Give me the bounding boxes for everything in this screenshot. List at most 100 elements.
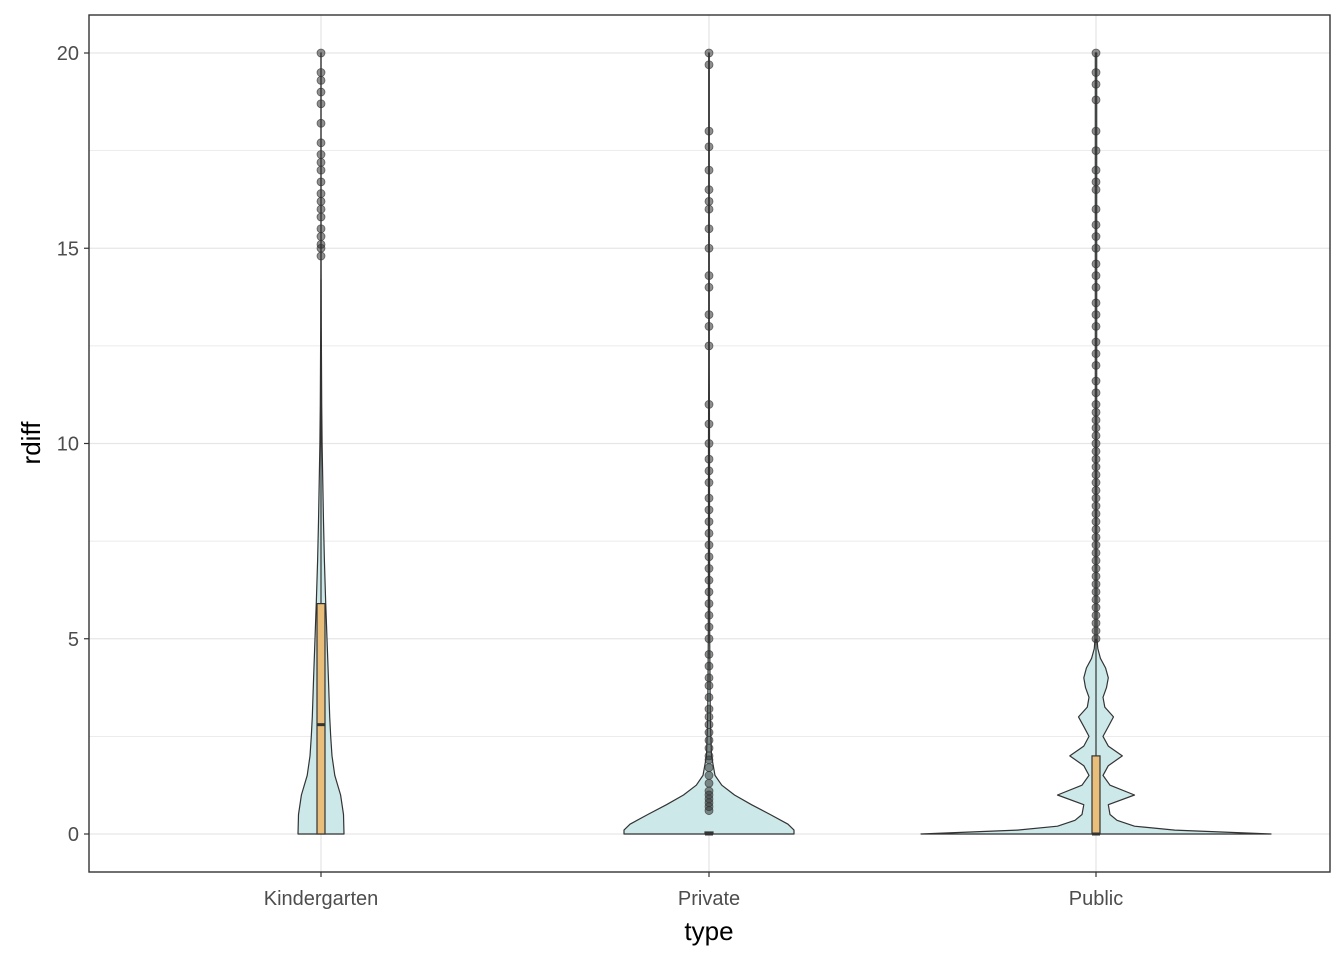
outlier-point <box>1091 337 1101 347</box>
outlier-point <box>316 87 326 97</box>
outlier-points <box>316 48 1101 815</box>
outlier-point <box>704 661 714 671</box>
outlier-point <box>1091 470 1101 480</box>
outlier-point <box>1091 243 1101 253</box>
outlier-point <box>1091 517 1101 526</box>
outlier-point <box>704 575 714 585</box>
outlier-point <box>1091 321 1101 331</box>
x-tick-label: Public <box>1069 888 1123 910</box>
outlier-point <box>1091 431 1101 441</box>
outlier-point <box>1091 423 1101 433</box>
outlier-point <box>1091 415 1101 425</box>
outlier-point <box>704 224 714 234</box>
outlier-point <box>1091 579 1101 589</box>
outlier-point <box>1091 439 1101 448</box>
outlier-point <box>704 478 714 487</box>
outlier-point <box>1091 232 1101 241</box>
outlier-point <box>316 48 326 58</box>
outlier-point <box>704 185 714 195</box>
outlier-point <box>1091 525 1101 534</box>
outlier-point <box>1091 165 1101 175</box>
outlier-point <box>704 751 714 761</box>
outlier-point <box>704 720 714 730</box>
outlier-point <box>704 564 714 573</box>
outlier-point <box>316 204 326 214</box>
outlier-point <box>1091 454 1101 464</box>
outlier-point <box>1091 564 1101 573</box>
outlier-point <box>1091 603 1101 612</box>
outlier-point <box>704 466 714 476</box>
outlier-point <box>1091 407 1101 417</box>
box-kindergarten <box>316 603 326 835</box>
x-axis-ticks: Kindergarten Private Public <box>264 872 1123 910</box>
outlier-point <box>316 157 326 167</box>
outlier-point <box>316 118 326 128</box>
outlier-point <box>1091 610 1101 620</box>
outlier-point <box>704 282 714 292</box>
outlier-point <box>1091 532 1101 542</box>
outlier-point <box>316 138 326 148</box>
outlier-point <box>704 454 714 464</box>
outlier-point <box>1091 298 1101 308</box>
outlier-point <box>316 239 326 249</box>
outlier-point <box>316 75 326 85</box>
outlier-point <box>704 142 714 152</box>
outlier-point <box>704 204 714 214</box>
outlier-point <box>1091 95 1101 105</box>
outlier-point <box>316 232 326 241</box>
outlier-point <box>1091 540 1101 550</box>
outlier-point <box>1091 478 1101 487</box>
outlier-point <box>1091 571 1101 581</box>
y-axis-ticks: 0 5 10 15 20 <box>57 43 89 846</box>
outlier-point <box>704 126 714 136</box>
outlier-point <box>1091 68 1101 77</box>
outlier-point <box>1091 185 1101 195</box>
outlier-point <box>704 778 714 788</box>
outlier-point <box>1091 146 1101 156</box>
outlier-point <box>1091 259 1101 269</box>
outlier-point <box>704 599 714 609</box>
outlier-point <box>1091 220 1101 230</box>
outlier-point <box>1091 485 1101 495</box>
outlier-point <box>1091 556 1101 566</box>
outlier-point <box>1091 48 1101 58</box>
outlier-point <box>704 743 714 753</box>
outlier-point <box>704 673 714 683</box>
outlier-point <box>1091 634 1101 644</box>
outlier-point <box>1091 271 1101 280</box>
outlier-point <box>704 321 714 331</box>
outlier-point <box>704 622 714 632</box>
outlier-point <box>704 587 714 597</box>
outlier-point <box>704 400 714 409</box>
outlier-point <box>704 786 714 796</box>
outlier-point <box>1091 360 1101 370</box>
outlier-point <box>316 224 326 234</box>
outlier-point <box>1091 548 1101 558</box>
outlier-point <box>704 60 714 70</box>
y-tick-label: 0 <box>68 824 79 846</box>
y-tick-label: 5 <box>68 629 79 651</box>
x-tick-label: Private <box>678 888 740 910</box>
outlier-point <box>704 681 714 691</box>
outlier-point <box>704 310 714 320</box>
outlier-point <box>704 341 714 351</box>
outlier-point <box>704 528 714 538</box>
outlier-point <box>704 649 714 659</box>
outlier-point <box>704 712 714 722</box>
boxplots <box>316 279 1101 836</box>
y-tick-label: 10 <box>57 434 79 456</box>
outlier-point <box>1091 595 1101 605</box>
outlier-point <box>1091 349 1101 359</box>
outlier-point <box>704 165 714 175</box>
outlier-point <box>1091 400 1101 409</box>
outlier-point <box>1091 79 1101 89</box>
outlier-point <box>316 99 326 109</box>
y-tick-label: 15 <box>57 238 79 260</box>
outlier-point <box>704 704 714 714</box>
outlier-point <box>704 517 714 526</box>
outlier-point <box>316 189 326 198</box>
outlier-point <box>316 68 326 77</box>
outlier-point <box>704 493 714 503</box>
y-axis-title: rdiff <box>16 421 46 465</box>
